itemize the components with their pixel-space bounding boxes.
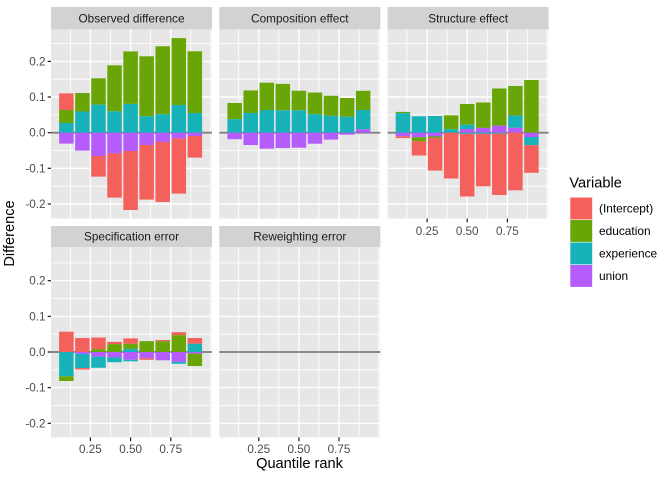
svg-text:Observed difference: Observed difference xyxy=(78,11,184,25)
svg-text:0.50: 0.50 xyxy=(456,225,479,238)
svg-text:0.2: 0.2 xyxy=(29,55,45,68)
svg-text:0.75: 0.75 xyxy=(496,225,519,238)
svg-text:-0.2: -0.2 xyxy=(25,198,45,211)
svg-text:0.0: 0.0 xyxy=(29,127,46,140)
svg-text:0.2: 0.2 xyxy=(29,275,45,288)
svg-text:Difference: Difference xyxy=(2,200,18,266)
svg-text:0.25: 0.25 xyxy=(416,225,439,238)
svg-text:0.1: 0.1 xyxy=(29,91,45,104)
svg-text:Structure effect: Structure effect xyxy=(428,11,509,25)
svg-text:education: education xyxy=(599,224,651,238)
svg-text:0.25: 0.25 xyxy=(247,443,270,456)
svg-text:-0.1: -0.1 xyxy=(25,162,45,175)
svg-text:Composition effect: Composition effect xyxy=(251,11,349,25)
svg-text:-0.1: -0.1 xyxy=(25,382,45,395)
svg-text:0.0: 0.0 xyxy=(29,346,46,359)
svg-text:Variable: Variable xyxy=(569,176,621,192)
svg-text:0.1: 0.1 xyxy=(29,310,45,323)
svg-text:0.75: 0.75 xyxy=(159,443,182,456)
svg-text:Reweighting error: Reweighting error xyxy=(253,230,346,244)
svg-text:0.25: 0.25 xyxy=(79,443,102,456)
svg-text:-0.2: -0.2 xyxy=(25,417,45,430)
svg-text:union: union xyxy=(599,269,628,283)
svg-text:Specification error: Specification error xyxy=(84,230,179,244)
svg-text:0.75: 0.75 xyxy=(328,443,351,456)
svg-text:experience: experience xyxy=(599,247,658,261)
svg-text:0.50: 0.50 xyxy=(119,443,142,456)
svg-text:0.50: 0.50 xyxy=(288,443,311,456)
svg-text:Quantile rank: Quantile rank xyxy=(256,456,344,472)
svg-text:(Intercept): (Intercept) xyxy=(599,202,653,216)
